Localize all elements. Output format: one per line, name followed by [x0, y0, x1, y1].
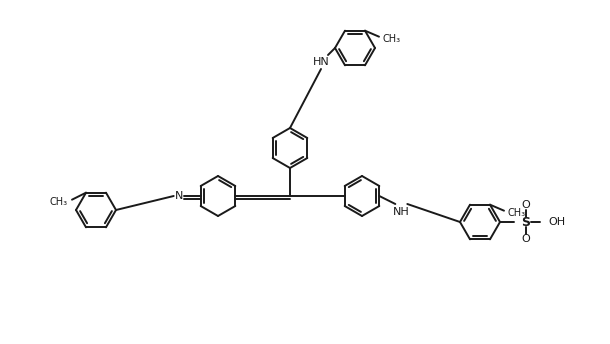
- Text: O: O: [522, 200, 530, 210]
- Text: O: O: [522, 234, 530, 244]
- Text: OH: OH: [548, 217, 565, 227]
- Text: S: S: [522, 215, 531, 228]
- Text: CH₃: CH₃: [383, 34, 401, 44]
- Text: CH₃: CH₃: [50, 197, 68, 207]
- Text: CH₃: CH₃: [508, 208, 526, 218]
- Text: N: N: [174, 191, 183, 201]
- Text: HN: HN: [312, 57, 329, 67]
- Text: NH: NH: [393, 207, 410, 217]
